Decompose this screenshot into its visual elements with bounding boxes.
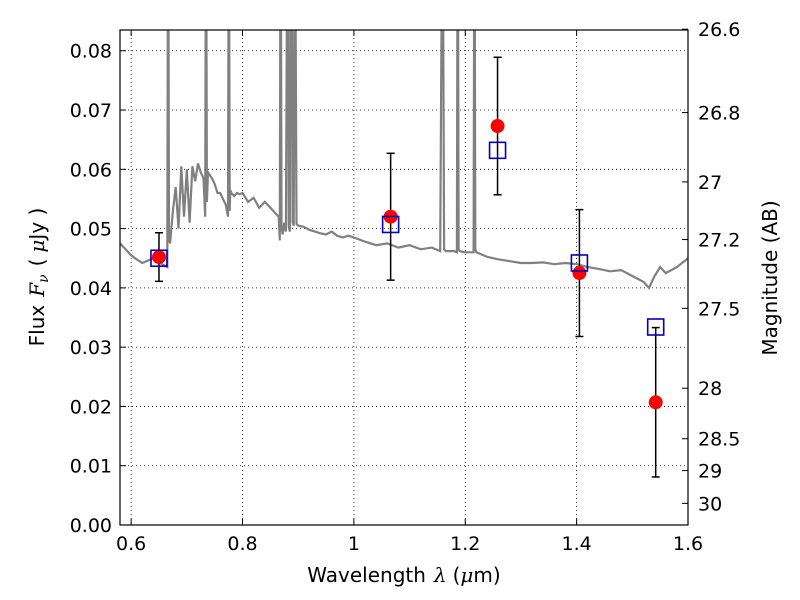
y-tick-label: 0.08 bbox=[70, 41, 112, 63]
spectrum-line bbox=[120, 30, 688, 290]
x-tick-label: 1.6 bbox=[673, 533, 703, 555]
right-tick-label: 27.5 bbox=[698, 298, 740, 320]
data-point bbox=[572, 266, 587, 281]
right-tick-label: 27.2 bbox=[698, 230, 740, 252]
grid-lines bbox=[120, 30, 688, 525]
model-square bbox=[150, 249, 168, 268]
right-tick-label: 30 bbox=[698, 493, 722, 515]
x-tick-label: 0.6 bbox=[116, 533, 146, 555]
data-point bbox=[151, 250, 166, 265]
points-layer bbox=[151, 119, 663, 410]
y-tick-label: 0.07 bbox=[70, 100, 112, 122]
right-tick-label: 29 bbox=[698, 461, 722, 483]
x-axis-unit-rest: m) bbox=[473, 563, 500, 587]
data-point bbox=[648, 395, 663, 410]
x-axis-unit-open: ( bbox=[453, 563, 461, 587]
y-tick-label: 0.04 bbox=[70, 278, 112, 300]
plot-background bbox=[120, 30, 688, 525]
spectrum-layer bbox=[120, 30, 688, 290]
y-tick-label: 0.03 bbox=[70, 337, 112, 359]
x-tick-label: 1 bbox=[348, 533, 360, 555]
model-square bbox=[646, 318, 665, 336]
x-axis-unit-mu: μ bbox=[460, 563, 473, 587]
model-square bbox=[570, 254, 589, 272]
y-axis-symbol: F bbox=[25, 282, 49, 298]
y-axis-subscript: ν bbox=[36, 274, 52, 283]
right-axis-title: Magnitude (AB) bbox=[758, 200, 782, 355]
y-axis-title-text: Flux bbox=[25, 305, 49, 347]
right-tick-label: 26.8 bbox=[698, 103, 740, 125]
right-tick-label: 26.6 bbox=[698, 19, 740, 41]
x-axis-ticks: 0.6 0.8 1 1.2 1.4 1.6 bbox=[116, 30, 703, 555]
y-tick-label: 0.02 bbox=[70, 396, 112, 418]
y-tick-label: 0.01 bbox=[70, 456, 112, 478]
data-point bbox=[490, 119, 505, 134]
model-square bbox=[381, 215, 400, 234]
y-axis-unit-rest: Jy ) bbox=[25, 208, 49, 242]
squares-layer bbox=[150, 141, 665, 336]
x-axis-title: Wavelength λ (μm) bbox=[307, 563, 500, 587]
y-tick-label: 0.05 bbox=[70, 219, 112, 241]
y-axis-ticks: 0.00 0.01 0.02 0.03 0.04 0.05 0.06 0.07 0.08 bbox=[70, 41, 126, 537]
plot-frame bbox=[119, 29, 689, 526]
right-tick-label: 28 bbox=[698, 378, 722, 400]
x-tick-label: 1.4 bbox=[562, 533, 592, 555]
y-tick-label: 0.06 bbox=[70, 159, 112, 181]
y-axis-title: Flux Fν ( μJy ) bbox=[25, 208, 52, 347]
y-axis-unit-mu: μ bbox=[25, 240, 49, 253]
right-axis-ticks: 26.6 26.8 27 27.2 27.5 28 28.5 29 30 bbox=[682, 19, 740, 515]
x-axis-symbol: λ bbox=[433, 563, 447, 587]
x-tick-label: 1.2 bbox=[450, 533, 480, 555]
y-tick-label: 0.00 bbox=[70, 515, 112, 537]
right-tick-label: 27 bbox=[698, 172, 722, 194]
y-axis-unit-open: ( bbox=[25, 259, 49, 267]
x-tick-label: 0.8 bbox=[227, 533, 257, 555]
model-square bbox=[488, 141, 507, 160]
right-tick-label: 28.5 bbox=[698, 429, 740, 451]
x-axis-title-text: Wavelength bbox=[307, 563, 426, 587]
